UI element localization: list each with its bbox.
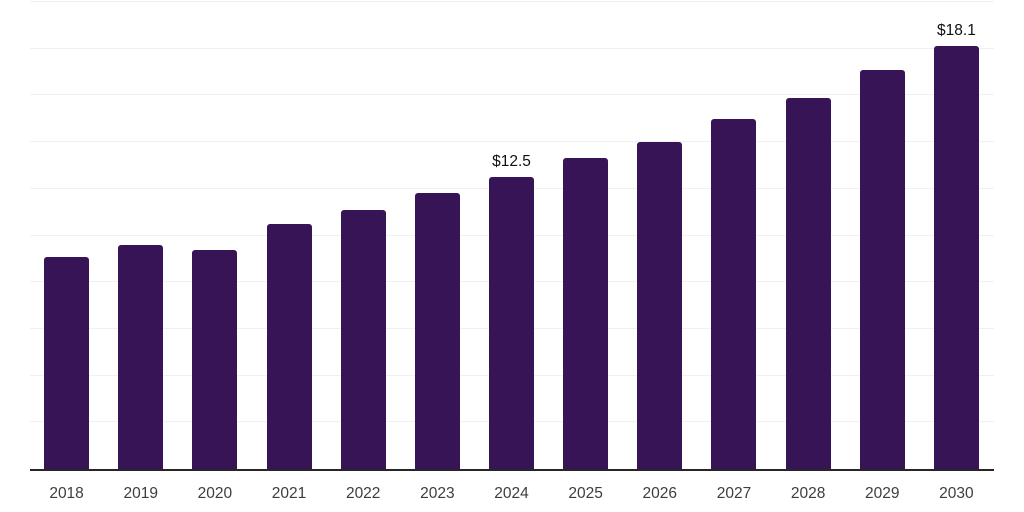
bar-2018 bbox=[44, 256, 90, 469]
x-tick-label-2025: 2025 bbox=[568, 485, 603, 502]
bar-2020 bbox=[192, 249, 238, 469]
x-tick-label-2029: 2029 bbox=[865, 485, 900, 502]
x-tick-label-2026: 2026 bbox=[642, 485, 678, 502]
x-tick-label-2021: 2021 bbox=[271, 485, 307, 502]
x-tick-label-2022: 2022 bbox=[345, 485, 381, 502]
gridline-y-20 bbox=[29, 1, 994, 2]
bar-2023 bbox=[414, 193, 460, 469]
bar-2028 bbox=[785, 97, 831, 469]
bar-2021 bbox=[266, 223, 312, 469]
gridline-y-18 bbox=[29, 47, 994, 49]
bar-2025 bbox=[563, 158, 609, 469]
value-label-2024: $12.5 bbox=[492, 152, 531, 170]
x-tick-label-2019: 2019 bbox=[123, 485, 158, 502]
bar-2026 bbox=[637, 142, 683, 469]
x-tick-label-2020: 2020 bbox=[197, 485, 233, 502]
x-tick-label-2030: 2030 bbox=[939, 485, 974, 502]
gridline-y-16 bbox=[29, 94, 994, 96]
x-axis-line bbox=[29, 469, 994, 471]
x-tick-label-2023: 2023 bbox=[420, 485, 455, 502]
x-tick-label-2027: 2027 bbox=[716, 485, 752, 502]
x-tick-label-2024: 2024 bbox=[494, 485, 529, 502]
plot-area: $12.5 $18.1 bbox=[29, 1, 994, 471]
x-tick-label-2018: 2018 bbox=[49, 485, 84, 502]
gridline-y-14 bbox=[29, 141, 994, 143]
bar-2022 bbox=[340, 209, 386, 469]
bar-2027 bbox=[711, 118, 757, 469]
bar-2030 bbox=[933, 46, 979, 469]
bar-2024 bbox=[489, 177, 534, 469]
x-tick-label-2028: 2028 bbox=[790, 485, 826, 502]
value-label-2030: $18.1 bbox=[937, 21, 976, 39]
bar-2029 bbox=[859, 69, 905, 469]
bar-2019 bbox=[118, 244, 164, 469]
x-axis-tick-labels: 2018 2019 2020 2021 2022 2023 2024 2025 2026 2027… bbox=[30, 484, 994, 504]
